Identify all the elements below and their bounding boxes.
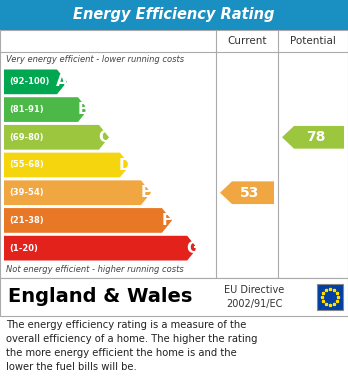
Polygon shape [4, 125, 109, 150]
Text: Potential: Potential [290, 36, 336, 46]
Text: G: G [186, 240, 198, 256]
Text: B: B [77, 102, 89, 117]
Bar [317, 284, 343, 310]
Text: C: C [98, 130, 110, 145]
Polygon shape [4, 180, 151, 205]
Text: (1-20): (1-20) [9, 244, 38, 253]
Text: E: E [141, 185, 151, 200]
Text: (69-80): (69-80) [9, 133, 44, 142]
Text: 78: 78 [306, 130, 326, 144]
Bar [0, 30, 348, 278]
Bar [0, 278, 348, 316]
Text: (92-100): (92-100) [9, 77, 49, 86]
Text: (21-38): (21-38) [9, 216, 44, 225]
Text: Current: Current [227, 36, 267, 46]
Bar [0, 0, 348, 30]
Text: (55-68): (55-68) [9, 160, 44, 170]
Polygon shape [4, 236, 197, 260]
Polygon shape [4, 97, 88, 122]
Text: D: D [119, 158, 131, 172]
Text: A: A [56, 74, 68, 90]
Text: 53: 53 [240, 186, 260, 200]
Text: Energy Efficiency Rating: Energy Efficiency Rating [73, 7, 275, 23]
Text: F: F [162, 213, 172, 228]
Text: Very energy efficient - lower running costs: Very energy efficient - lower running co… [6, 56, 184, 65]
Text: (81-91): (81-91) [9, 105, 44, 114]
Text: Not energy efficient - higher running costs: Not energy efficient - higher running co… [6, 265, 184, 274]
Polygon shape [4, 70, 67, 94]
Text: England & Wales: England & Wales [8, 287, 192, 307]
Text: The energy efficiency rating is a measure of the
overall efficiency of a home. T: The energy efficiency rating is a measur… [6, 320, 258, 372]
Polygon shape [220, 181, 274, 204]
Text: (39-54): (39-54) [9, 188, 44, 197]
Polygon shape [282, 126, 344, 149]
Polygon shape [4, 208, 172, 233]
Polygon shape [4, 152, 130, 178]
Text: EU Directive
2002/91/EC: EU Directive 2002/91/EC [224, 285, 284, 308]
